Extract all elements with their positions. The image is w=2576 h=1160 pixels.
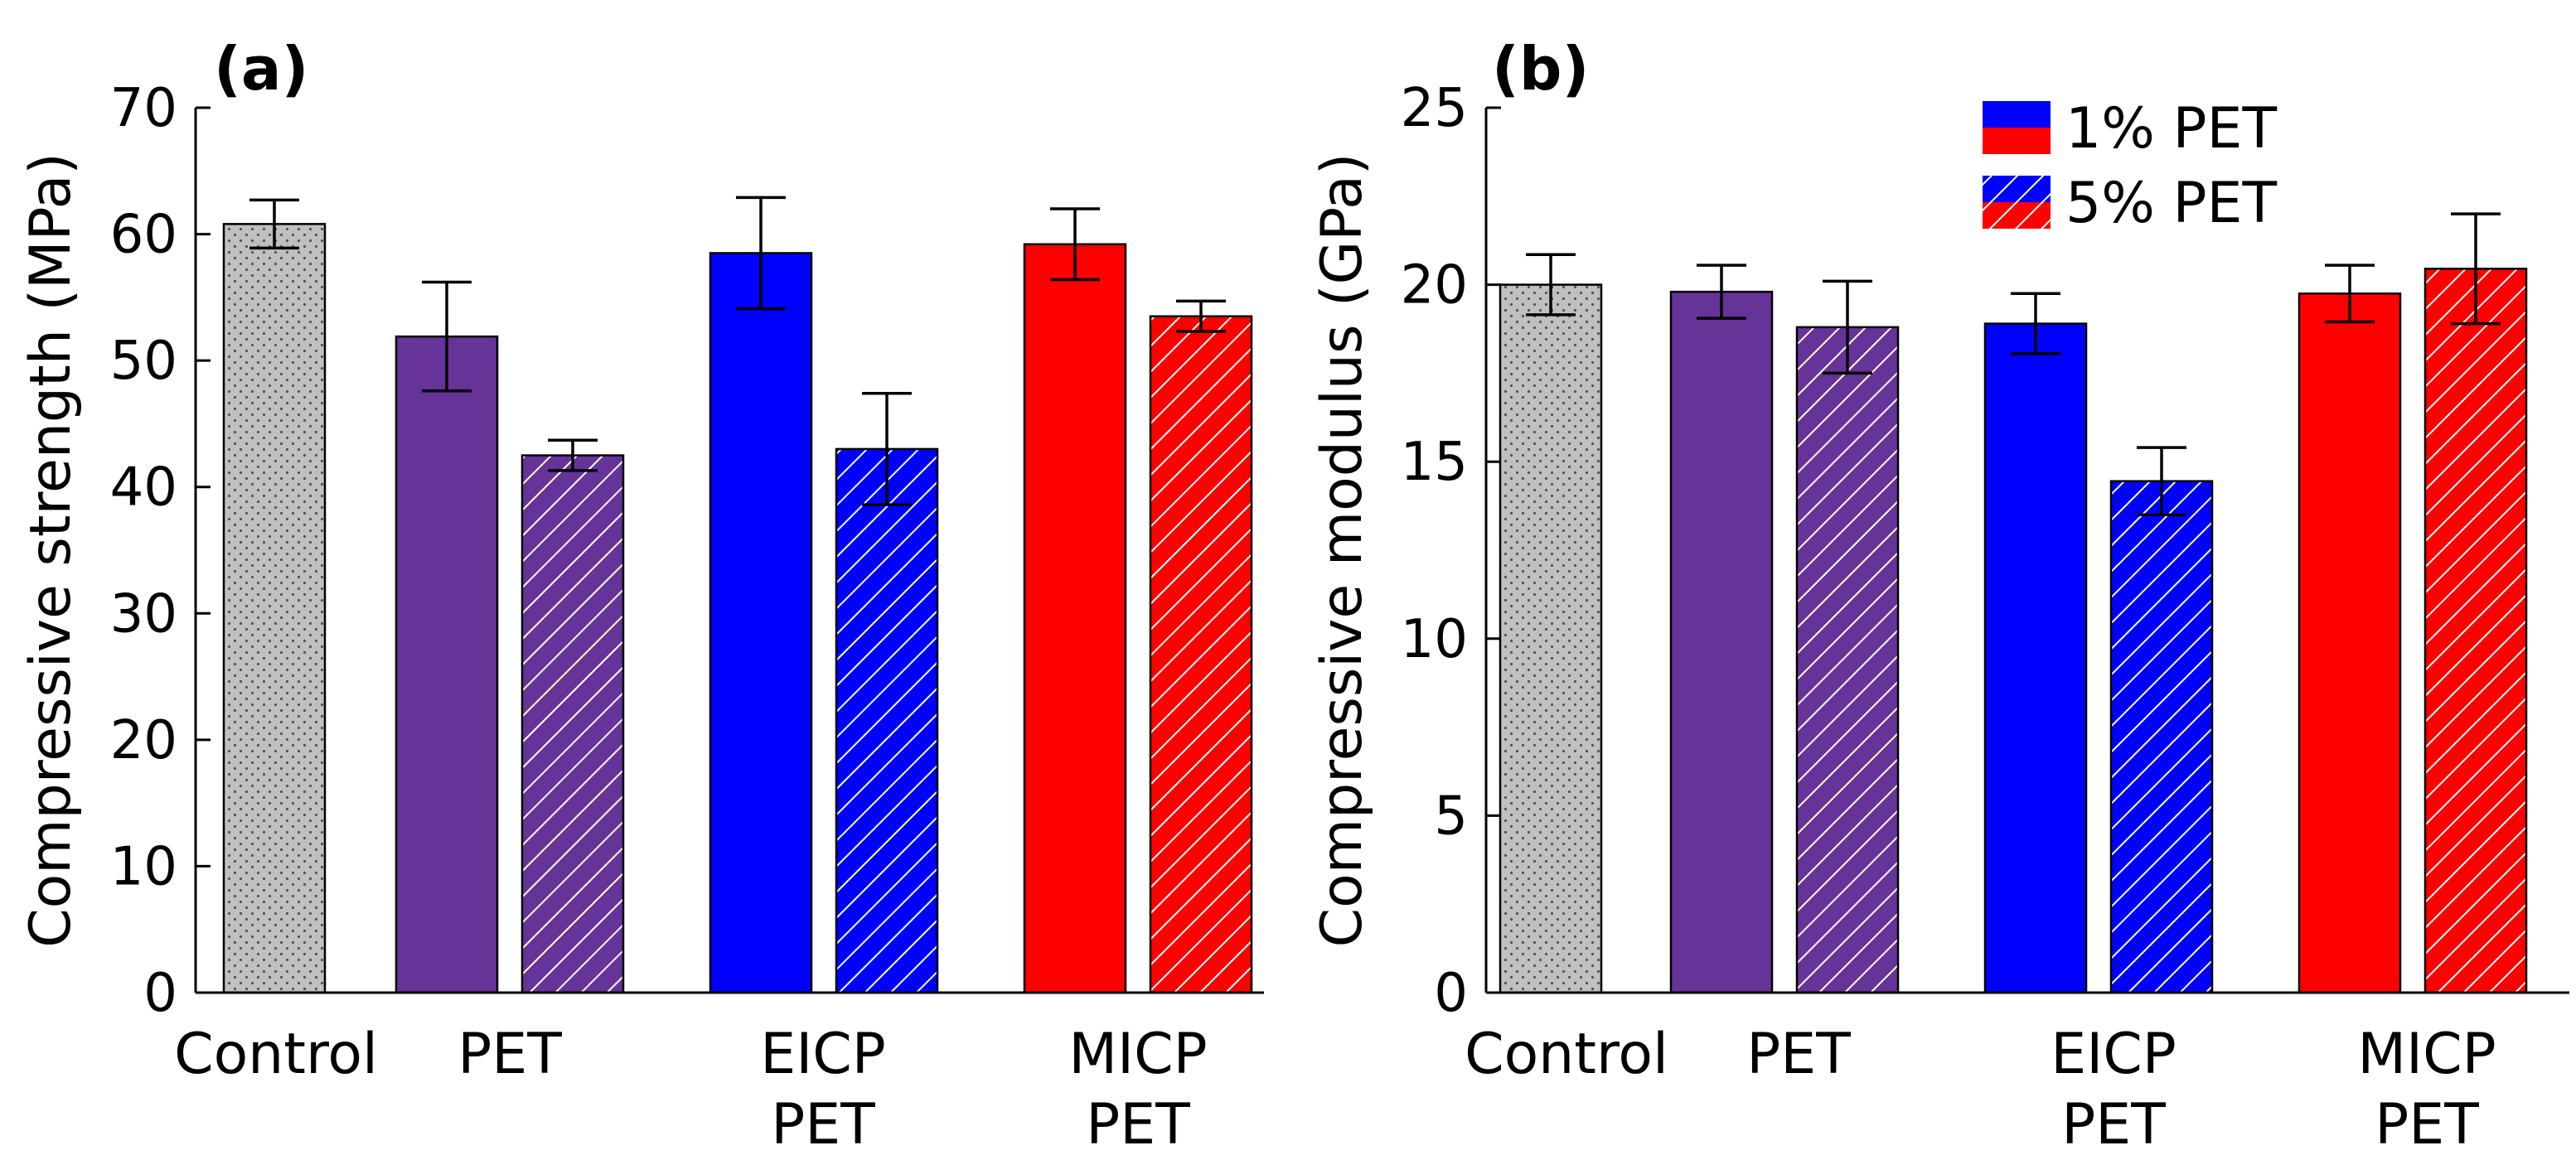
error-bar [249,198,299,250]
y-tick-label: 10 [110,836,177,897]
error-bar [2451,212,2501,326]
bar [1149,315,1253,994]
bar [2423,268,2528,994]
error-bar [1823,279,1872,375]
panel-a: 0 10 20 30 40 50 60 70 Compressive strength (MPa… [18,34,1264,1158]
bar [709,252,813,994]
error-bar [1050,207,1100,282]
y-tick-label: 15 [1401,432,1468,493]
y-tick-label: 40 [110,457,177,519]
error-bar [2137,446,2186,517]
category-label: MICP [1068,1022,1207,1087]
y-tick-label: 25 [1401,78,1468,139]
error-bar [862,392,912,506]
y-axis-title: Compressive strength (MPa) [18,152,84,948]
bar [395,335,499,994]
y-tick-label: 70 [110,78,177,139]
panel-label: (a) [214,34,308,104]
y-axis-title: Compressive modulus (GPa) [1310,153,1375,948]
y-tick-label: 20 [110,710,177,771]
error-bar [422,280,472,393]
y-tick-label: 20 [1401,255,1468,317]
category-label: PET [458,1022,562,1087]
error-bar [2325,263,2375,324]
bar [1499,283,1603,994]
error-bar [1526,253,1576,317]
panel-label: (b) [1492,34,1589,104]
legend: 1% PET 5% PET [1983,96,2277,236]
legend-swatch-top [1983,176,2051,202]
category-label: PET [1746,1022,1851,1087]
category-label: PET [1086,1092,1190,1156]
error-bar [2011,292,2060,355]
y-tick-label: 30 [110,583,177,645]
category-label: EICP [2051,1022,2177,1087]
category-label: PET [771,1092,875,1156]
legend-label: 5% PET [2065,171,2277,236]
legend-swatch-top [1983,101,2051,128]
y-tick-label: 0 [1434,963,1468,1024]
bar [521,454,625,994]
y-tick-label: 5 [1434,785,1468,847]
category-label: Control [1465,1022,1668,1087]
y-tick-label: 0 [143,963,177,1024]
legend-label: 1% PET [2065,96,2277,162]
legend-swatch-bottom [1983,128,2051,154]
bar [1023,243,1127,994]
error-bar [1176,299,1226,333]
bar [2298,292,2402,994]
error-bar [736,196,786,311]
category-label: PET [2375,1092,2479,1156]
category-label: MICP [2357,1022,2496,1087]
error-bar [1697,263,1746,320]
category-label: EICP [760,1022,886,1087]
y-tick-label: 50 [110,331,177,392]
category-label: Control [174,1022,378,1087]
bar [835,447,939,994]
legend-swatch-bottom [1983,202,2051,229]
error-bar [548,438,598,472]
y-tick-label: 60 [110,205,177,266]
bar [222,223,327,994]
bar [2109,480,2214,994]
bar [1669,290,1774,994]
y-tick-label: 10 [1401,609,1468,670]
bar [1983,322,2088,994]
category-label: PET [2061,1092,2166,1156]
panel-b: 0 5 10 15 20 25 Compressive modulus (GPa) (b) Co… [1310,34,2569,1158]
bar [1795,326,1900,994]
